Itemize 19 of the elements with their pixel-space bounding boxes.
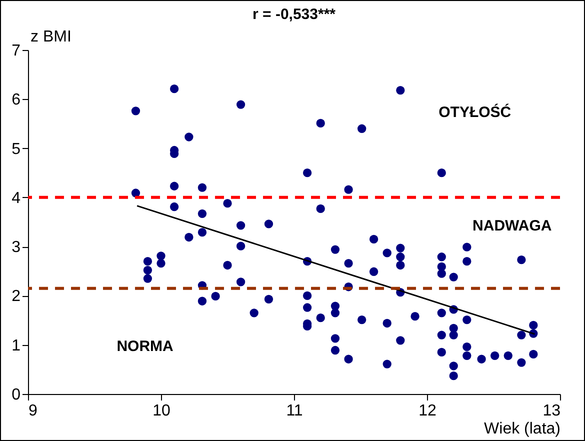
y-tick-label: 1 xyxy=(12,337,21,354)
y-tick-label: 6 xyxy=(12,92,21,109)
annotation: NADWAGA xyxy=(472,217,552,234)
x-tick-label: 10 xyxy=(152,402,170,420)
chart-title: r = -0,533*** xyxy=(252,6,336,23)
x-tick-label: 11 xyxy=(286,402,303,420)
y-tick-label: 5 xyxy=(12,140,21,158)
y-tick-label: 7 xyxy=(12,42,21,60)
x-tick-label: 13 xyxy=(542,402,561,420)
y-tick-label: 3 xyxy=(12,239,21,256)
x-axis-title: Wiek (lata) xyxy=(484,420,560,438)
annotation: OTYŁOŚĆ xyxy=(438,102,512,121)
y-tick-label: 4 xyxy=(12,190,21,207)
x-tick-label: 12 xyxy=(418,402,436,420)
y-tick-label: 0 xyxy=(12,386,21,404)
y-axis-title: z BMI xyxy=(30,28,72,46)
y-tick-label: 2 xyxy=(12,288,21,306)
x-tick-label: 9 xyxy=(28,402,38,420)
annotation: NORMA xyxy=(116,338,174,355)
